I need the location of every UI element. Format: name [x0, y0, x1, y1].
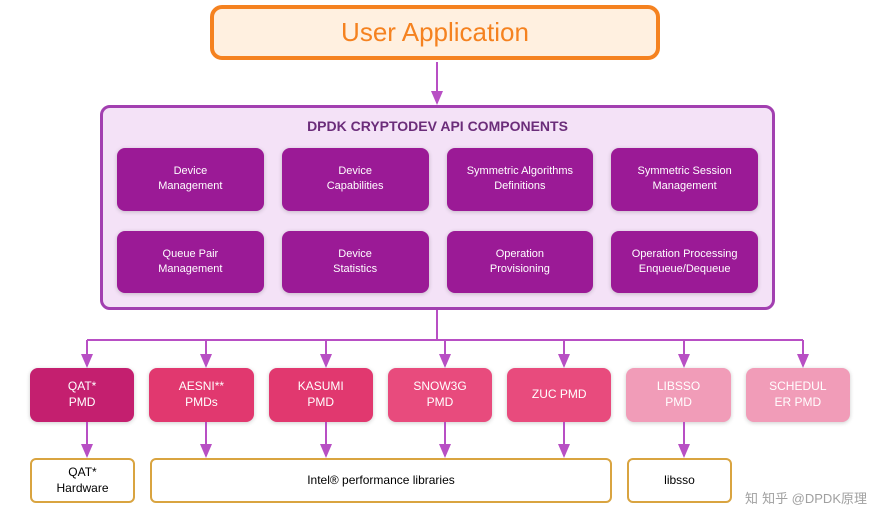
hardware-box: QAT* Hardware	[30, 458, 135, 503]
watermark-text: 知乎 @DPDK原理	[762, 488, 867, 507]
pmd-box: AESNI** PMDs	[149, 368, 253, 422]
pmd-row: QAT* PMD AESNI** PMDs KASUMI PMD SNOW3G PMD…	[30, 368, 850, 422]
api-component-box: Device Management	[117, 148, 264, 211]
pmd-box: QAT* PMD	[30, 368, 134, 422]
api-component-box: Symmetric Session Management	[611, 148, 758, 211]
pmd-box: LIBSSO PMD	[626, 368, 730, 422]
pmd-box: ZUC PMD	[507, 368, 611, 422]
api-component-box: Queue Pair Management	[117, 231, 264, 294]
cryptodev-api-container: DPDK CRYPTODEV API COMPONENTS Device Man…	[100, 105, 775, 310]
api-component-box: Operation Processing Enqueue/Dequeue	[611, 231, 758, 294]
hardware-box: libsso	[627, 458, 732, 503]
api-component-box: Device Statistics	[282, 231, 429, 294]
api-grid: Device Management Device Capabilities Symm…	[117, 148, 758, 293]
user-application-box: User Application	[210, 5, 660, 60]
hardware-box: Intel® performance libraries	[150, 458, 612, 503]
api-component-box: Device Capabilities	[282, 148, 429, 211]
api-component-box: Operation Provisioning	[447, 231, 594, 294]
pmd-box: SNOW3G PMD	[388, 368, 492, 422]
pmd-box: SCHEDUL ER PMD	[746, 368, 850, 422]
pmd-box: KASUMI PMD	[269, 368, 373, 422]
cryptodev-api-title: DPDK CRYPTODEV API COMPONENTS	[117, 118, 758, 134]
api-component-box: Symmetric Algorithms Definitions	[447, 148, 594, 211]
watermark: 知 知乎 @DPDK原理	[745, 488, 867, 507]
hardware-row: QAT* Hardware Intel® performance librarie…	[30, 458, 850, 503]
zhihu-icon: 知	[745, 488, 758, 507]
